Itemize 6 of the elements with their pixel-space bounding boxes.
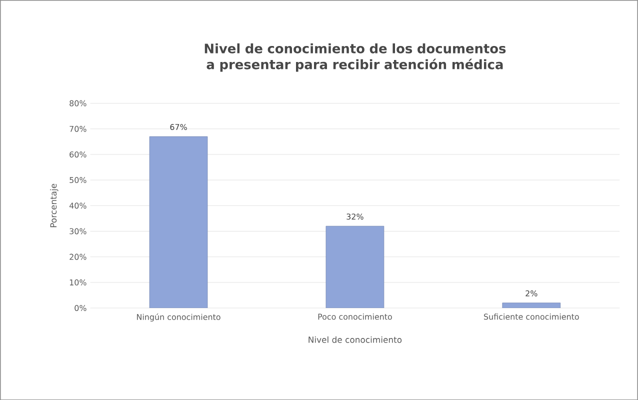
x-axis-title: Nivel de conocimiento — [308, 336, 402, 343]
bar — [502, 302, 561, 308]
chart-title: Nivel de conocimiento de los documentos a presentar para recibir atención médica — [204, 43, 506, 72]
bar — [326, 226, 384, 308]
y-axis-title: Porcentaje — [50, 184, 58, 227]
bar — [149, 136, 208, 308]
